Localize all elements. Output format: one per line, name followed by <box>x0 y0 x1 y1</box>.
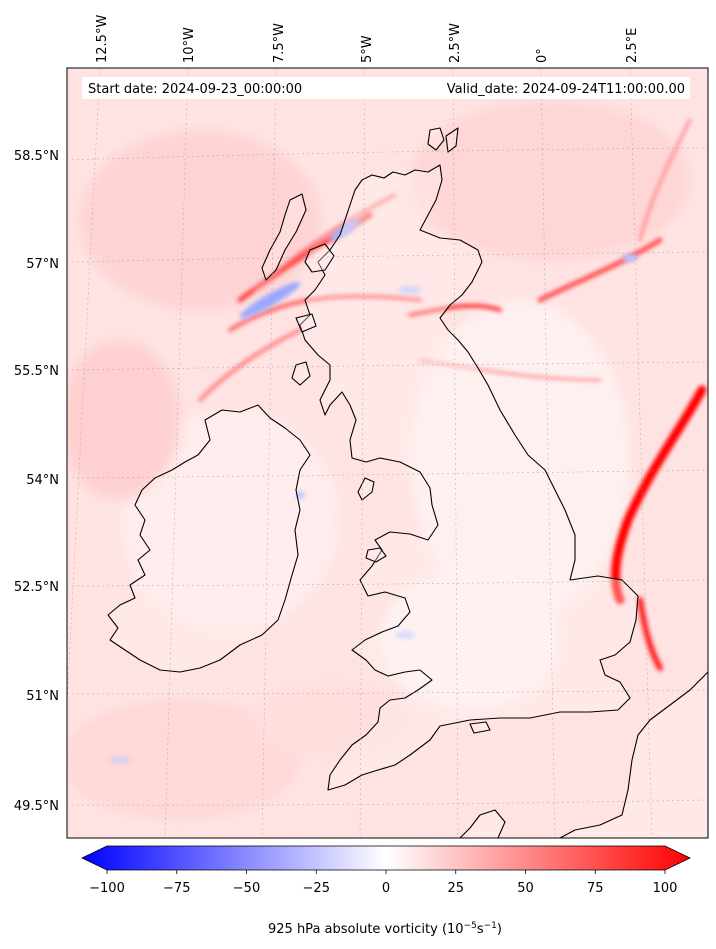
lat-label-55-5n: 55.5°N <box>14 364 59 379</box>
colorbar-tick-label: −50 <box>233 881 260 896</box>
lat-label-49-5n: 49.5°N <box>14 799 59 814</box>
continent-coast <box>559 671 708 838</box>
islay-coast <box>291 361 311 386</box>
mull-coast <box>295 313 317 333</box>
lon-label-2-5e: 2.5°E <box>625 28 640 63</box>
brittany-coast <box>459 809 506 838</box>
colorbar-tick-label: −25 <box>303 881 330 896</box>
lat-label-52-5n: 52.5°N <box>14 580 59 595</box>
colorbar-label-mid: s <box>477 922 484 937</box>
lat-label-51n: 51°N <box>26 689 59 704</box>
anglesey-coast <box>365 547 387 563</box>
colorbar-label: 925 hPa absolute vorticity (10−5s−1) <box>268 921 502 937</box>
lat-label-57n: 57°N <box>26 257 59 272</box>
lon-label-10w: 10°W <box>182 27 197 63</box>
map-frame <box>66 67 709 839</box>
lon-label-5w: 5°W <box>360 35 375 63</box>
valid-date-label: Valid_date: 2024-09-24T11:00:00.00 <box>447 82 685 97</box>
orkney-coast-2 <box>445 127 459 153</box>
colorbar-tick-label: 100 <box>653 881 678 896</box>
ireland-coast <box>107 404 311 673</box>
lon-label-2-5w: 2.5°W <box>448 23 463 63</box>
latitude-labels: 58.5°N 57°N 55.5°N 54°N 52.5°N 51°N 49.5… <box>14 149 59 814</box>
info-box <box>82 77 690 99</box>
lat-label-58-5n: 58.5°N <box>14 149 59 164</box>
lat-label-54n: 54°N <box>26 473 59 488</box>
colorbar-tick-label: −100 <box>89 881 125 896</box>
negative-vorticity-patches <box>110 218 638 763</box>
skye-coast <box>304 243 335 273</box>
isle-of-wight-coast <box>469 721 491 734</box>
colorbar-label-exp2: −1 <box>484 921 497 931</box>
vorticity-field-patches <box>67 100 690 820</box>
coastlines <box>107 127 708 838</box>
colorbar-label-end: ) <box>497 922 502 937</box>
colorbar: −100 −75 −50 −25 0 25 50 75 100 925 hPa absolute… <box>81 845 691 937</box>
start-date-label: Start date: 2024-09-23_00:00:00 <box>88 82 302 97</box>
longitude-labels: 12.5°W 10°W 7.5°W 5°W 2.5°W 0° 2.5°E <box>95 15 640 63</box>
colorbar-tick-label: 75 <box>587 881 604 896</box>
colorbar-body <box>81 845 691 871</box>
lon-label-12-5w: 12.5°W <box>95 15 110 63</box>
outer-hebrides-coast <box>261 193 307 281</box>
great-britain-coast <box>299 164 639 791</box>
colorbar-tick-label: 0 <box>382 881 390 896</box>
colorbar-ticks: −100 −75 −50 −25 0 25 50 75 100 <box>89 870 677 896</box>
map-panel: Start date: 2024-09-23_00:00:00 Valid_da… <box>67 68 708 838</box>
orkney-coast <box>427 127 445 151</box>
lon-label-0: 0° <box>535 48 550 63</box>
lon-label-7-5w: 7.5°W <box>272 23 287 63</box>
colorbar-label-exp1: −5 <box>464 921 477 931</box>
graticule <box>67 68 708 838</box>
colorbar-tick-label: 50 <box>517 881 534 896</box>
colorbar-tick-label: −75 <box>163 881 190 896</box>
colorbar-tick-label: 25 <box>447 881 464 896</box>
